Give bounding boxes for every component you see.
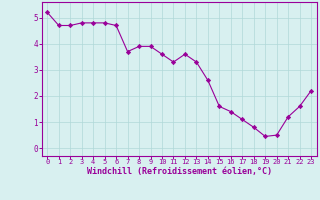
X-axis label: Windchill (Refroidissement éolien,°C): Windchill (Refroidissement éolien,°C) [87,167,272,176]
